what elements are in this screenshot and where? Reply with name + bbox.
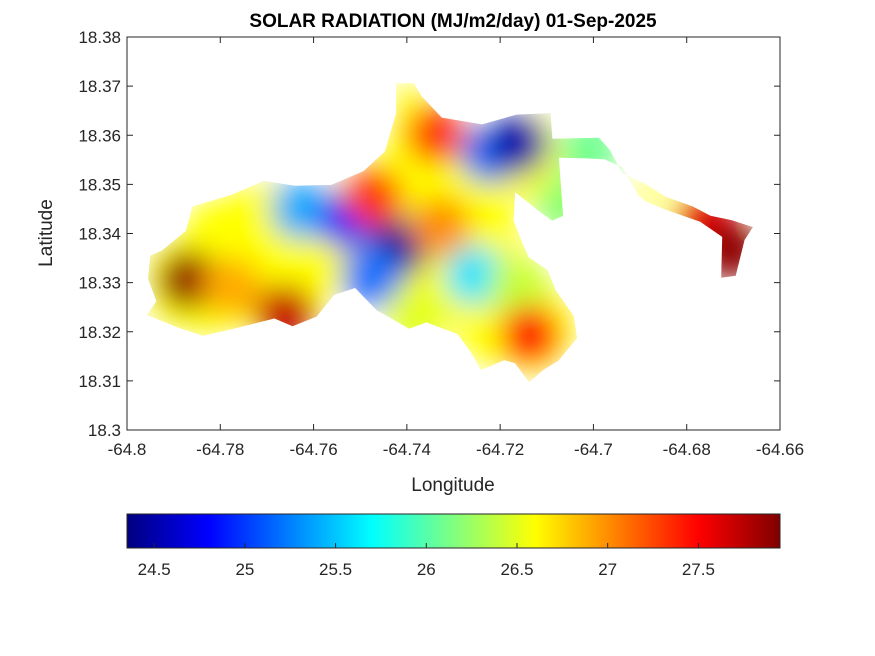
colorbar-tick-label: 25 [235,560,254,579]
heatmap-cell-20 [535,174,596,235]
colorbar-tick-label: 25.5 [319,560,352,579]
heatmap-cell-9 [406,104,467,165]
heatmap-cell-11 [487,114,548,175]
heatmap-cell-7 [343,167,404,228]
heatmap-cell-2 [201,257,262,317]
x-axis-label: Longitude [411,475,494,496]
chart-title: SOLAR RADIATION (MJ/m2/day) 01-Sep-2025 [249,11,657,32]
y-tick-label: 18.34 [78,225,121,244]
colorbar-tick-label: 26 [417,560,436,579]
colorbar: 24.5 25 25.5 26 26.5 27 27.5 [126,513,781,579]
x-tick-label: -64.74 [383,440,431,459]
y-tick-label: 18.38 [78,28,121,47]
y-tick-label: 18.36 [78,126,121,145]
y-tick-label: 18.33 [78,274,121,293]
colorbar-tick-label: 27.5 [682,560,715,579]
heatmap-cell-8 [410,196,471,257]
x-tick-label: -64.66 [756,440,804,459]
heatmap-field [146,83,753,383]
x-tick-label: -64.72 [476,440,524,459]
colorbar-gradient [126,513,781,549]
x-tick-label: -64.76 [289,440,337,459]
y-tick-label: 18.37 [78,77,121,96]
heatmap-cell-19 [701,220,753,281]
heatmap-cell-13 [487,258,548,318]
heatmap-cell-15 [385,285,446,346]
y-axis-label: Latitude [36,199,57,267]
colorbar-ticks: 24.5 25 25.5 26 26.5 27 27.5 [138,543,715,579]
y-tick-label: 18.31 [78,372,121,391]
x-tick-label: -64.68 [663,440,711,459]
y-axis-ticks: 18.3 18.31 18.32 18.33 18.34 18.35 18.36 18.37 1… [78,28,780,440]
heatmap-cell-3 [271,179,332,240]
heatmap-cell-1 [202,199,263,260]
y-tick-label: 18.32 [78,323,121,342]
heatmap-cell-16 [255,284,316,345]
plot-area: -64.8 -64.78 -64.76 -64.74 -64.72 -64.7 -64.68… [78,28,804,459]
colorbar-tick-label: 27 [598,560,617,579]
x-tick-label: -64.8 [108,440,147,459]
x-axis-ticks: -64.8 -64.78 -64.76 -64.74 -64.72 -64.7 -64.68… [108,37,804,459]
colorbar-tick-label: 26.5 [500,560,533,579]
heatmap-cell-17 [559,119,620,180]
colorbar-tick-label: 24.5 [138,560,171,579]
y-tick-label: 18.3 [88,421,121,440]
y-tick-label: 18.35 [78,175,121,194]
heatmap-cell-14 [500,305,560,366]
x-tick-label: -64.78 [196,440,244,459]
x-tick-label: -64.7 [574,440,613,459]
